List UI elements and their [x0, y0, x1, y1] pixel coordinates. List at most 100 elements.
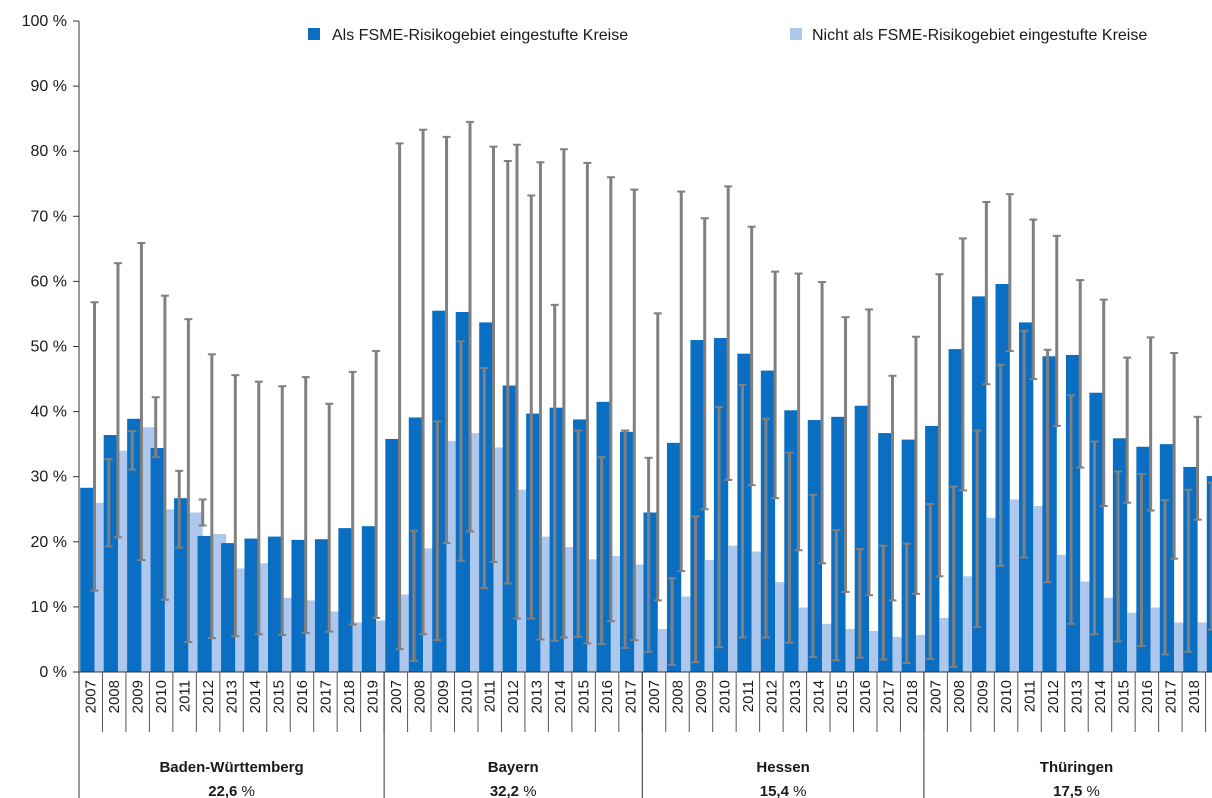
year-label: 2009	[693, 680, 710, 713]
error-bar-nonrisk	[644, 456, 653, 653]
year-label: 2007	[646, 680, 663, 713]
bar-risk	[502, 385, 517, 672]
error-bar-risk	[1123, 356, 1132, 504]
error-bar-nonrisk	[198, 498, 207, 527]
year-label: 2012	[763, 680, 780, 713]
y-tick-label: 40 %	[31, 404, 67, 421]
error-bar-nonrisk	[902, 542, 911, 664]
error-bar-risk	[1005, 193, 1014, 353]
legend-swatch-risk	[308, 28, 320, 40]
error-bar-risk	[935, 273, 944, 578]
bar-risk	[127, 418, 142, 672]
bar-risk	[221, 543, 236, 672]
y-tick-label: 100 %	[22, 13, 67, 30]
year-label: 2009	[975, 680, 992, 713]
year-label: 2007	[83, 680, 100, 713]
year-label: 2013	[224, 680, 241, 713]
error-bar-risk	[395, 142, 404, 651]
error-bar-risk	[677, 190, 686, 573]
bar-risk	[995, 284, 1010, 672]
x-axis: 2007 2008 2009 2010 2011 2012 2013 2014 2015 2016…	[78, 671, 1212, 798]
error-bar-nonrisk	[1137, 473, 1146, 647]
error-bar-risk	[254, 380, 263, 636]
bars-layer	[80, 284, 1212, 672]
error-bar-risk	[489, 145, 498, 563]
bar-risk	[666, 442, 682, 672]
error-bar-risk	[231, 374, 240, 638]
year-label: 2011	[482, 680, 499, 712]
year-label: 2010	[153, 680, 170, 713]
error-bar-nonrisk	[949, 485, 958, 668]
error-bar-risk	[958, 237, 967, 492]
error-bar-nonrisk	[1043, 348, 1052, 584]
bar-risk	[925, 425, 940, 672]
error-bar-nonrisk	[668, 577, 677, 666]
group-percentage-value: 22,6	[208, 783, 237, 798]
year-label: 2014	[1092, 680, 1109, 713]
group-name: Hessen	[756, 759, 809, 776]
bar-risk	[1183, 466, 1198, 672]
year-label: 2013	[1068, 680, 1085, 713]
bar-risk	[150, 448, 165, 672]
error-bar-nonrisk	[1020, 329, 1029, 559]
error-bar-nonrisk	[1114, 470, 1123, 643]
error-bar-nonrisk	[855, 547, 864, 659]
bar-risk	[1112, 438, 1128, 672]
error-bars-layer	[90, 120, 1212, 668]
bar-risk	[737, 353, 752, 672]
bar-risk	[573, 419, 588, 672]
bar-risk	[197, 535, 212, 672]
error-bar-nonrisk	[973, 429, 982, 629]
bar-risk	[1019, 322, 1034, 672]
year-label: 2012	[200, 680, 217, 713]
year-label: 2015	[270, 680, 287, 713]
bar-risk	[596, 401, 611, 672]
error-bar-risk	[606, 176, 615, 623]
error-bar-risk	[559, 148, 568, 639]
y-tick-label: 90 %	[31, 78, 67, 95]
bar-risk	[526, 413, 541, 672]
group-name: Thüringen	[1040, 759, 1113, 776]
group-percentage-unit: %	[1082, 783, 1100, 798]
bar-risk	[620, 431, 635, 672]
group-percentage-unit: %	[789, 783, 807, 798]
year-label: 2018	[904, 680, 921, 713]
year-label: 2017	[317, 680, 334, 713]
group-percentage-unit: %	[237, 783, 255, 798]
year-label: 2015	[834, 680, 851, 713]
year-label: 2012	[1045, 680, 1062, 713]
error-bar-risk	[466, 120, 475, 533]
error-bar-risk	[841, 316, 850, 593]
error-bar-nonrisk	[1090, 440, 1099, 636]
y-tick-label: 20 %	[31, 534, 67, 551]
error-bar-risk	[325, 402, 334, 633]
error-bar-risk	[1099, 298, 1108, 507]
error-bar-nonrisk	[456, 340, 465, 562]
y-tick-label: 50 %	[31, 339, 67, 356]
bar-risk	[1089, 392, 1104, 672]
group-name: Bayern	[488, 759, 539, 776]
year-label: 2008	[951, 680, 968, 713]
bar-risk	[1136, 446, 1151, 672]
bar-risk	[807, 420, 823, 672]
year-label: 2018	[1186, 680, 1203, 713]
error-bar-risk	[1052, 234, 1061, 427]
bar-risk	[361, 526, 377, 672]
year-label: 2011	[177, 680, 194, 712]
error-bar-risk	[348, 370, 357, 626]
year-label: 2007	[388, 680, 405, 713]
year-label: 2017	[1162, 680, 1179, 713]
error-bar-risk	[653, 312, 662, 602]
group-percentage: 32,2 %	[490, 783, 537, 798]
bar-risk	[244, 538, 259, 672]
bar-risk	[948, 349, 963, 672]
legend-label-nonrisk: Nicht als FSME-Risikogebiet eingestufte …	[812, 27, 1147, 44]
year-label: 2011	[1022, 680, 1039, 712]
group-percentage-value: 32,2	[490, 783, 519, 798]
y-tick-label: 80 %	[31, 143, 67, 160]
year-label: 2018	[341, 680, 358, 713]
year-label: 2009	[130, 680, 147, 713]
error-bar-nonrisk	[926, 503, 935, 660]
